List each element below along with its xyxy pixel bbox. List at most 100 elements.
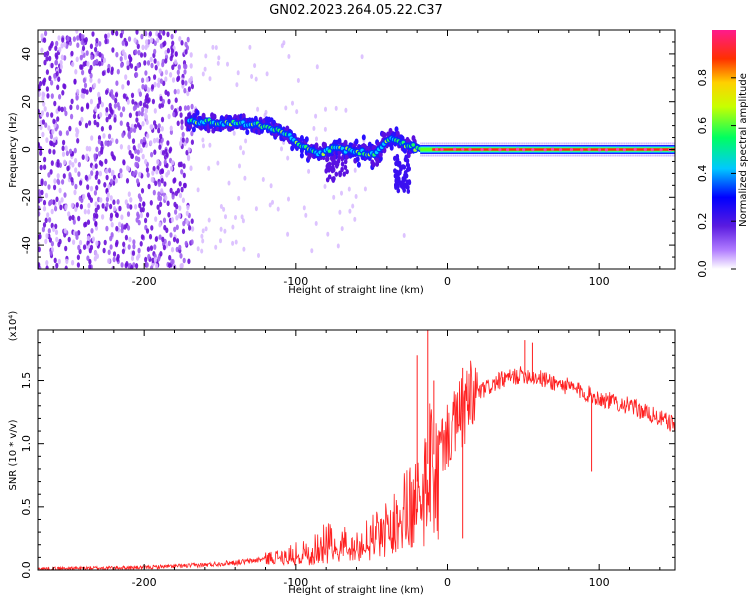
noise-dot — [166, 140, 170, 146]
noise-dot — [169, 232, 173, 238]
stable-haze — [547, 154, 550, 157]
noise-dot — [150, 37, 154, 44]
noise-dot — [86, 219, 91, 225]
noise-dot — [173, 226, 177, 233]
x-tick-label: -100 — [283, 576, 308, 589]
noise-dot — [189, 63, 193, 69]
stable-haze — [573, 142, 575, 145]
noise-dot — [52, 226, 56, 233]
noise-dot — [141, 84, 145, 90]
noise-dot — [156, 204, 160, 210]
noise-dot — [81, 45, 86, 52]
stable-haze — [491, 154, 493, 157]
stable-haze — [463, 142, 466, 145]
stable-haze — [498, 154, 500, 157]
noise-dot — [65, 258, 69, 265]
noise-dot — [108, 167, 112, 174]
ridge-halo — [361, 134, 366, 141]
noise-dot — [287, 54, 291, 59]
stable-haze — [580, 142, 582, 145]
stable-haze — [616, 154, 619, 157]
ridge-halo — [394, 126, 399, 133]
noise-dot — [76, 262, 80, 268]
noise-dot — [144, 158, 148, 165]
noise-dot — [135, 72, 139, 78]
stable-haze — [491, 142, 493, 145]
noise-dot — [216, 160, 220, 166]
stable-band-peak — [559, 148, 563, 152]
noise-dot — [82, 244, 87, 250]
noise-dot — [122, 93, 126, 99]
noise-dot — [57, 179, 61, 186]
noise-dot — [138, 91, 142, 97]
noise-dot — [241, 218, 245, 224]
stable-haze — [585, 142, 588, 145]
noise-dot — [56, 116, 60, 122]
noise-dot — [315, 136, 318, 142]
noise-dot — [344, 107, 348, 113]
stable-haze — [618, 142, 621, 145]
noise-dot — [204, 226, 208, 232]
noise-dot — [160, 116, 165, 123]
noise-dot — [261, 177, 265, 182]
noise-dot — [191, 226, 195, 232]
noise-dot — [201, 137, 205, 143]
noise-dot — [43, 156, 47, 163]
noise-dot — [153, 257, 157, 263]
noise-dot — [122, 159, 126, 166]
noise-dot — [159, 43, 163, 49]
noise-dot — [124, 234, 128, 241]
noise-dot — [253, 63, 257, 69]
stable-haze — [633, 154, 635, 157]
noise-dot — [50, 241, 55, 247]
stable-haze — [456, 142, 459, 145]
noise-dot — [161, 150, 166, 156]
stable-haze — [509, 154, 511, 157]
noise-dot — [286, 231, 290, 237]
noise-dot — [157, 209, 162, 215]
stable-band-peak — [633, 147, 637, 151]
noise-dot — [145, 167, 149, 173]
snr-xlabel: Height of straight line (km) — [288, 585, 424, 596]
noise-dot — [64, 204, 68, 210]
noise-dot — [122, 106, 126, 112]
noise-dot — [109, 195, 113, 201]
noise-dot — [48, 75, 52, 82]
noise-dot — [126, 64, 130, 71]
noise-dot — [43, 106, 47, 112]
noise-dot — [186, 36, 190, 43]
noise-dot — [178, 205, 182, 211]
stable-haze — [544, 142, 546, 145]
noise-dot — [181, 131, 185, 138]
stable-haze — [483, 154, 486, 157]
noise-dot — [183, 105, 188, 111]
noise-dot — [153, 74, 157, 80]
noise-dot — [155, 137, 159, 143]
noise-dot — [340, 190, 343, 196]
noise-dot — [63, 228, 67, 234]
noise-dot — [136, 62, 140, 69]
stable-haze — [556, 142, 559, 145]
stable-haze — [462, 142, 464, 145]
noise-dot — [144, 70, 148, 76]
noise-dot — [129, 56, 133, 62]
noise-dot — [186, 90, 190, 97]
noise-dot — [66, 35, 70, 42]
noise-dot — [50, 80, 54, 86]
noise-dot — [97, 91, 101, 98]
stable-haze — [482, 154, 484, 157]
noise-dot — [61, 37, 65, 43]
noise-dot — [86, 255, 90, 261]
stable-haze — [593, 154, 595, 157]
ridge-halo — [395, 174, 399, 180]
stable-haze — [469, 142, 471, 145]
noise-dot — [64, 265, 68, 269]
noise-dot — [187, 147, 191, 153]
stable-haze — [611, 142, 613, 145]
y-tick-label: 20 — [20, 95, 33, 109]
noise-dot — [139, 100, 143, 107]
noise-dot — [96, 204, 100, 210]
stable-haze — [473, 142, 475, 145]
stable-haze — [545, 142, 548, 145]
stable-haze — [604, 142, 606, 145]
